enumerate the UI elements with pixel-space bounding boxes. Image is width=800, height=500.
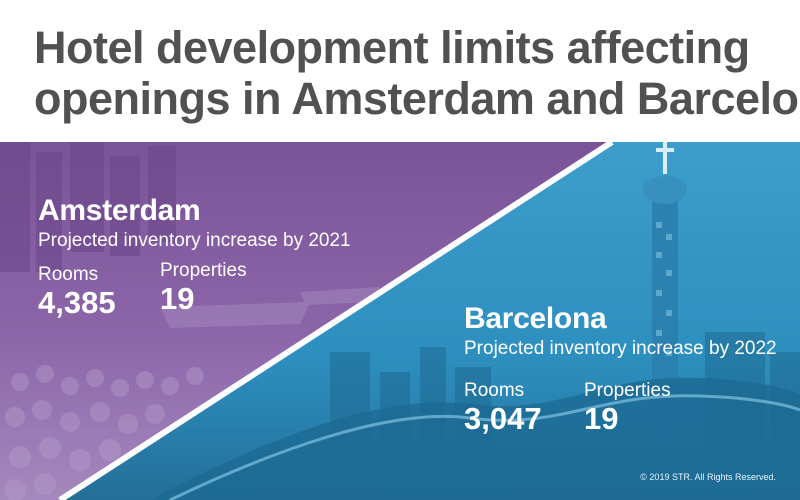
- copyright-notice: © 2019 STR. All Rights Reserved.: [640, 472, 776, 482]
- barcelona-name: Barcelona: [464, 302, 607, 335]
- amsterdam-name: Amsterdam: [38, 194, 201, 227]
- amsterdam-rooms: Rooms 4,385: [38, 264, 116, 320]
- title-line-1: Hotel development limits affecting: [34, 22, 750, 73]
- amsterdam-properties-value: 19: [160, 281, 195, 316]
- diagonal-divider: [58, 142, 614, 500]
- amsterdam-canal-boats: [160, 287, 380, 328]
- barcelona-rooms-value: 3,047: [464, 401, 542, 436]
- page-title: Hotel development limits affecting openi…: [34, 22, 800, 124]
- amsterdam-tulip-field: [4, 365, 204, 500]
- barcelona-mosaic-wall: [150, 377, 800, 500]
- amsterdam-canal-houses: [0, 142, 176, 272]
- amsterdam-block: Amsterdam Projected inventory increase b…: [38, 194, 351, 320]
- barcelona-properties-value: 19: [584, 401, 619, 436]
- barcelona-rooms-label: Rooms: [464, 380, 525, 401]
- barcelona-block: Barcelona Projected inventory increase b…: [464, 302, 777, 436]
- barcelona-properties-label: Properties: [584, 380, 671, 401]
- amsterdam-properties-label: Properties: [160, 260, 247, 281]
- amsterdam-subtitle: Projected inventory increase by 2021: [38, 230, 351, 251]
- barcelona-rooms: Rooms 3,047: [464, 380, 542, 436]
- amsterdam-rooms-value: 4,385: [38, 285, 116, 320]
- amsterdam-rooms-label: Rooms: [38, 264, 99, 285]
- panel-backgrounds: [0, 142, 800, 500]
- header: Hotel development limits affecting openi…: [0, 0, 800, 142]
- barcelona-subtitle: Projected inventory increase by 2022: [464, 338, 777, 359]
- barcelona-properties: Properties 19: [584, 380, 671, 436]
- title-line-2: openings in Amsterdam and Barcelona: [34, 73, 800, 124]
- photo-panels: Amsterdam Projected inventory increase b…: [0, 142, 800, 500]
- amsterdam-properties: Properties 19: [160, 260, 247, 316]
